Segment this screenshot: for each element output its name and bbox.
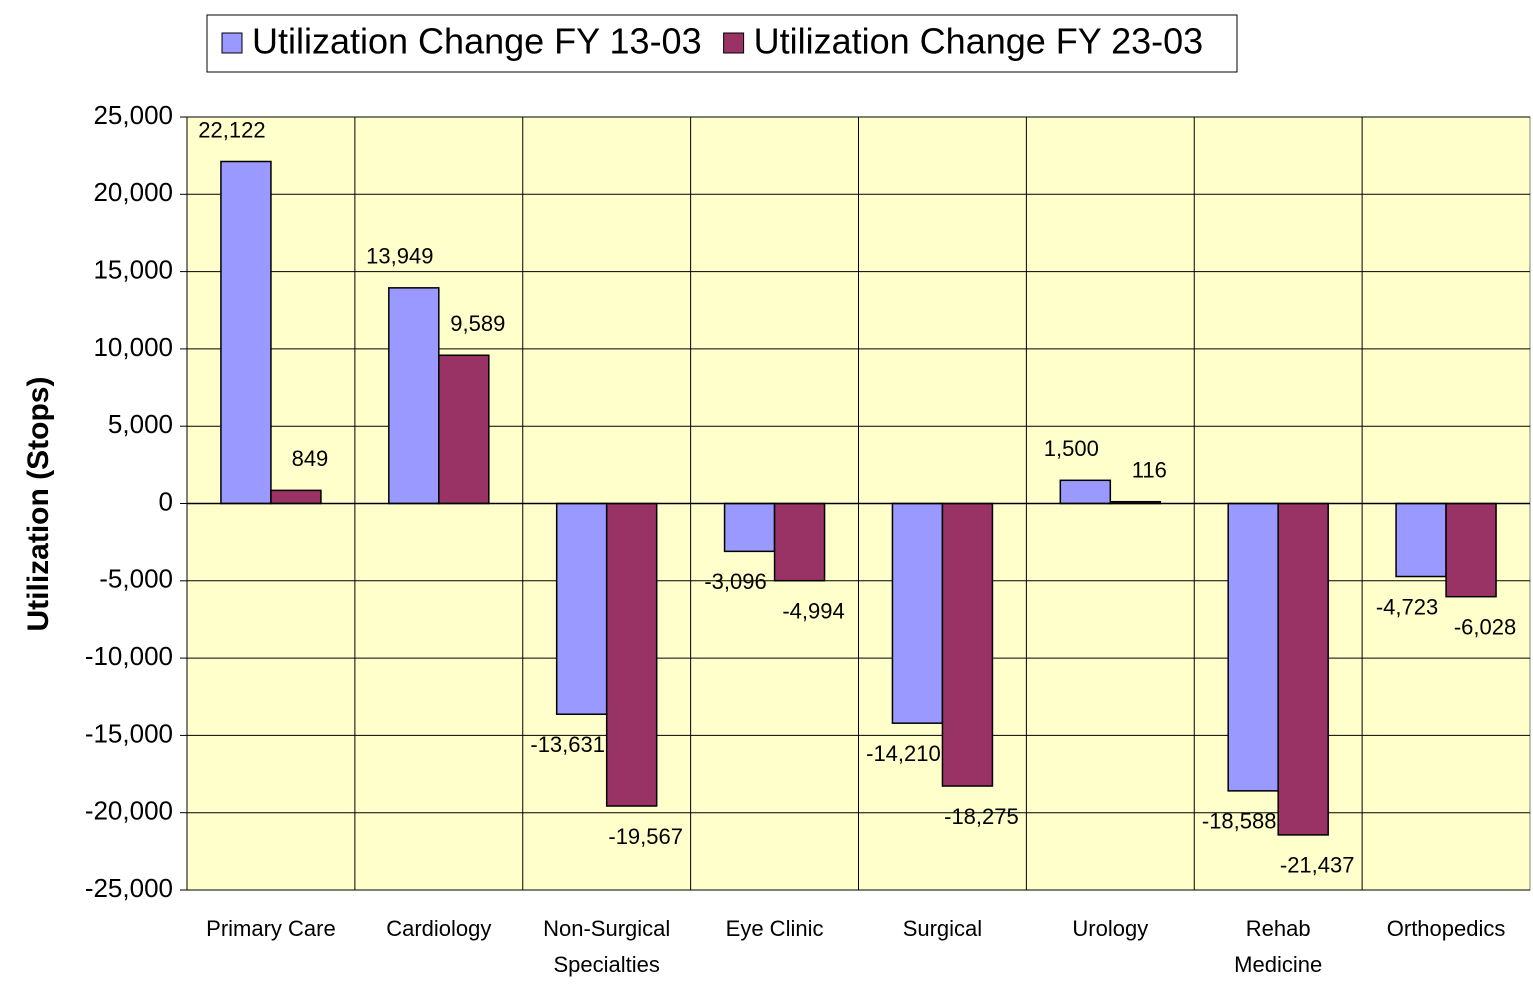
value-label: -3,096	[704, 569, 766, 594]
bar	[941, 502, 994, 787]
bar	[438, 354, 490, 505]
legend-box	[206, 14, 1238, 73]
x-tick-label: Urology	[1072, 916, 1148, 941]
value-label: 116	[1132, 458, 1167, 483]
bar	[723, 502, 776, 553]
y-tick-label: -10,000	[85, 641, 173, 671]
bar	[270, 489, 322, 505]
legend-swatch	[723, 32, 745, 54]
bar	[555, 502, 608, 715]
legend-label: Utilization Change FY 13-03	[252, 21, 702, 62]
value-label: 22,122	[198, 117, 265, 142]
value-label: -18,588	[1202, 809, 1277, 834]
x-tick-label: Rehab Medicine	[1234, 916, 1322, 977]
y-tick-label: 10,000	[93, 332, 173, 362]
value-label: -6,028	[1454, 615, 1516, 640]
bar	[1445, 502, 1497, 598]
bar	[605, 502, 658, 807]
bar	[773, 502, 826, 582]
legend-label: Utilization Change FY 23-03	[754, 21, 1204, 62]
value-label: -18,275	[944, 804, 1019, 829]
bar	[1395, 502, 1447, 578]
x-tick-label: Surgical	[903, 916, 982, 941]
y-tick-label: 0	[159, 486, 173, 516]
y-tick-label: 25,000	[93, 100, 173, 130]
value-label: 9,589	[450, 311, 505, 336]
y-tick-label: -5,000	[99, 564, 173, 594]
y-tick-label: 15,000	[93, 254, 173, 284]
value-label: -14,210	[866, 741, 941, 766]
bar	[1059, 479, 1112, 505]
value-label: -13,631	[530, 732, 605, 757]
y-tick-label: 5,000	[108, 409, 173, 439]
y-tick-label: -20,000	[85, 796, 173, 826]
value-label: 849	[292, 446, 329, 471]
value-label: -4,723	[1376, 594, 1438, 619]
value-label: -4,994	[782, 599, 844, 624]
x-tick-label: Primary Care	[206, 916, 336, 941]
y-tick-label: -15,000	[85, 718, 173, 748]
legend-swatch	[221, 32, 243, 54]
bar	[388, 287, 440, 505]
bar	[220, 160, 272, 505]
bar	[1227, 502, 1279, 792]
y-tick-label: 20,000	[93, 177, 173, 207]
value-label: -19,567	[608, 824, 683, 849]
bar	[1277, 502, 1329, 836]
value-label: -21,437	[1280, 853, 1355, 878]
x-tick-label: Cardiology	[386, 916, 491, 941]
value-label: 1,500	[1044, 436, 1099, 461]
bar	[891, 502, 944, 724]
value-label: 13,949	[366, 244, 433, 269]
y-axis-label: Utilization (Stops)	[22, 377, 55, 632]
x-tick-label: Orthopedics	[1387, 916, 1506, 941]
y-tick-label: -25,000	[85, 873, 173, 903]
x-tick-label: Non-Surgical Specialties	[543, 916, 670, 977]
x-tick-label: Eye Clinic	[726, 916, 824, 941]
